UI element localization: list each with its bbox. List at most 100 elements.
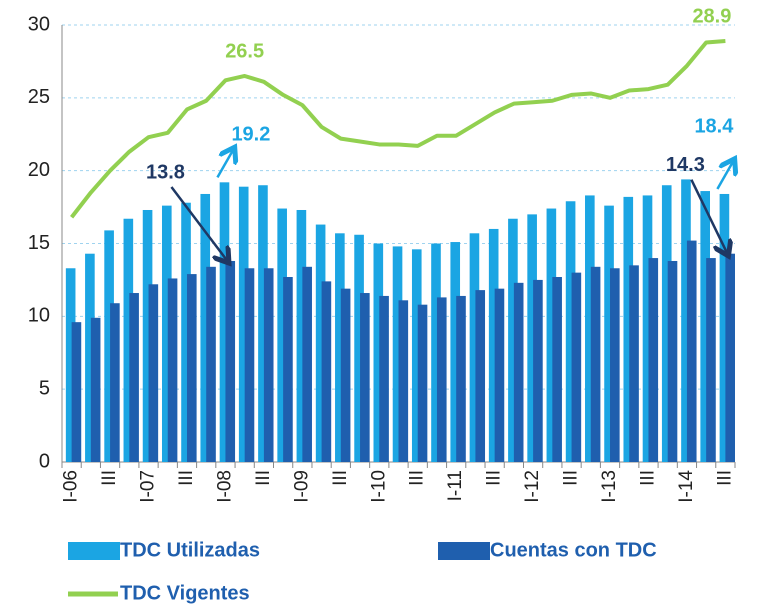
data-label: 28.9	[692, 5, 731, 27]
bar	[719, 193, 730, 462]
data-label: 19.2	[231, 124, 270, 146]
legend-label: Cuentas con TDC	[490, 539, 657, 561]
x-tick-label: I-07	[138, 470, 159, 503]
bar	[494, 288, 505, 462]
x-tick-label: I-08	[214, 470, 235, 503]
bar	[148, 284, 159, 462]
y-tick-label: 20	[28, 159, 50, 181]
bar	[340, 288, 351, 462]
bar	[667, 260, 678, 462]
bar	[629, 265, 639, 462]
bar	[71, 322, 82, 462]
legend-swatch	[68, 542, 120, 560]
bar	[200, 193, 211, 462]
line	[70, 39, 726, 219]
bar	[302, 266, 312, 462]
y-tick-label: 5	[39, 377, 50, 399]
bar	[585, 195, 595, 462]
bar	[129, 293, 139, 462]
x-tick-label: III	[407, 470, 428, 486]
bar	[700, 191, 711, 462]
bar	[590, 266, 601, 462]
bar	[186, 274, 197, 462]
bar	[104, 230, 114, 462]
data-label: 13.8	[146, 161, 185, 183]
bar	[565, 201, 576, 463]
bar	[110, 303, 120, 462]
bar	[552, 277, 562, 462]
bar	[238, 186, 249, 462]
legend-label: TDC Utilizadas	[120, 539, 260, 561]
x-tick-label: III	[99, 470, 120, 486]
x-tick-label: III	[561, 470, 582, 486]
bar	[648, 258, 659, 462]
bar	[335, 233, 345, 462]
bar	[411, 249, 422, 462]
bar	[533, 279, 543, 462]
bar	[373, 243, 384, 462]
bar	[161, 205, 172, 463]
legend-swatch	[438, 542, 490, 560]
bar	[508, 218, 518, 462]
data-label: 18.4	[694, 115, 734, 137]
bar	[354, 234, 364, 462]
bar	[90, 317, 101, 462]
annotation-arrow	[690, 179, 727, 254]
bar	[244, 268, 255, 462]
bar	[604, 205, 614, 463]
bar	[610, 268, 620, 462]
bar	[527, 214, 537, 462]
x-tick-label: III	[484, 470, 505, 486]
y-tick-label: 15	[28, 232, 50, 254]
bar	[488, 228, 499, 462]
annotation-arrow	[170, 186, 227, 261]
bar	[546, 208, 557, 462]
legend-label: TDC Vigentes	[120, 582, 250, 604]
bar	[456, 295, 466, 462]
x-tick-label: III	[714, 470, 735, 486]
annotation-arrow	[216, 149, 233, 178]
x-tick-label: III	[330, 470, 351, 486]
y-tick-label: 10	[28, 305, 50, 327]
bar	[167, 278, 178, 462]
bar	[315, 224, 326, 462]
bar	[181, 202, 191, 463]
bar	[450, 242, 461, 462]
y-tick-label: 25	[28, 86, 50, 108]
bar	[686, 240, 697, 462]
x-tick-label: III	[253, 470, 274, 486]
x-tick-label: I-06	[61, 470, 82, 503]
x-tick-label: I-10	[368, 470, 389, 503]
bar	[65, 268, 76, 462]
bar	[571, 272, 582, 462]
bar	[513, 282, 524, 462]
x-tick-label: I-12	[522, 470, 543, 503]
bar	[475, 290, 486, 462]
bar	[85, 253, 95, 462]
bar	[661, 185, 672, 462]
bar	[642, 195, 653, 462]
bar	[706, 258, 716, 462]
bar	[283, 277, 293, 462]
bar	[219, 182, 230, 462]
bar	[725, 253, 735, 462]
bar	[360, 293, 370, 462]
x-tick-label: III	[637, 470, 658, 486]
bar	[398, 300, 409, 462]
bar	[277, 208, 287, 462]
y-tick-label: 0	[39, 450, 50, 472]
x-tick-label: I-13	[599, 470, 620, 503]
bar	[225, 260, 236, 462]
y-tick-label: 30	[28, 13, 50, 35]
data-label: 14.3	[666, 154, 705, 176]
bar	[379, 295, 389, 462]
bar	[392, 246, 403, 462]
x-tick-label: I-11	[445, 470, 466, 501]
bar	[321, 281, 332, 462]
bar	[417, 304, 428, 462]
x-tick-label: I-14	[676, 470, 697, 503]
annotation-arrow	[716, 161, 733, 190]
bar	[123, 218, 134, 462]
bar	[436, 297, 447, 462]
bar	[258, 185, 268, 462]
